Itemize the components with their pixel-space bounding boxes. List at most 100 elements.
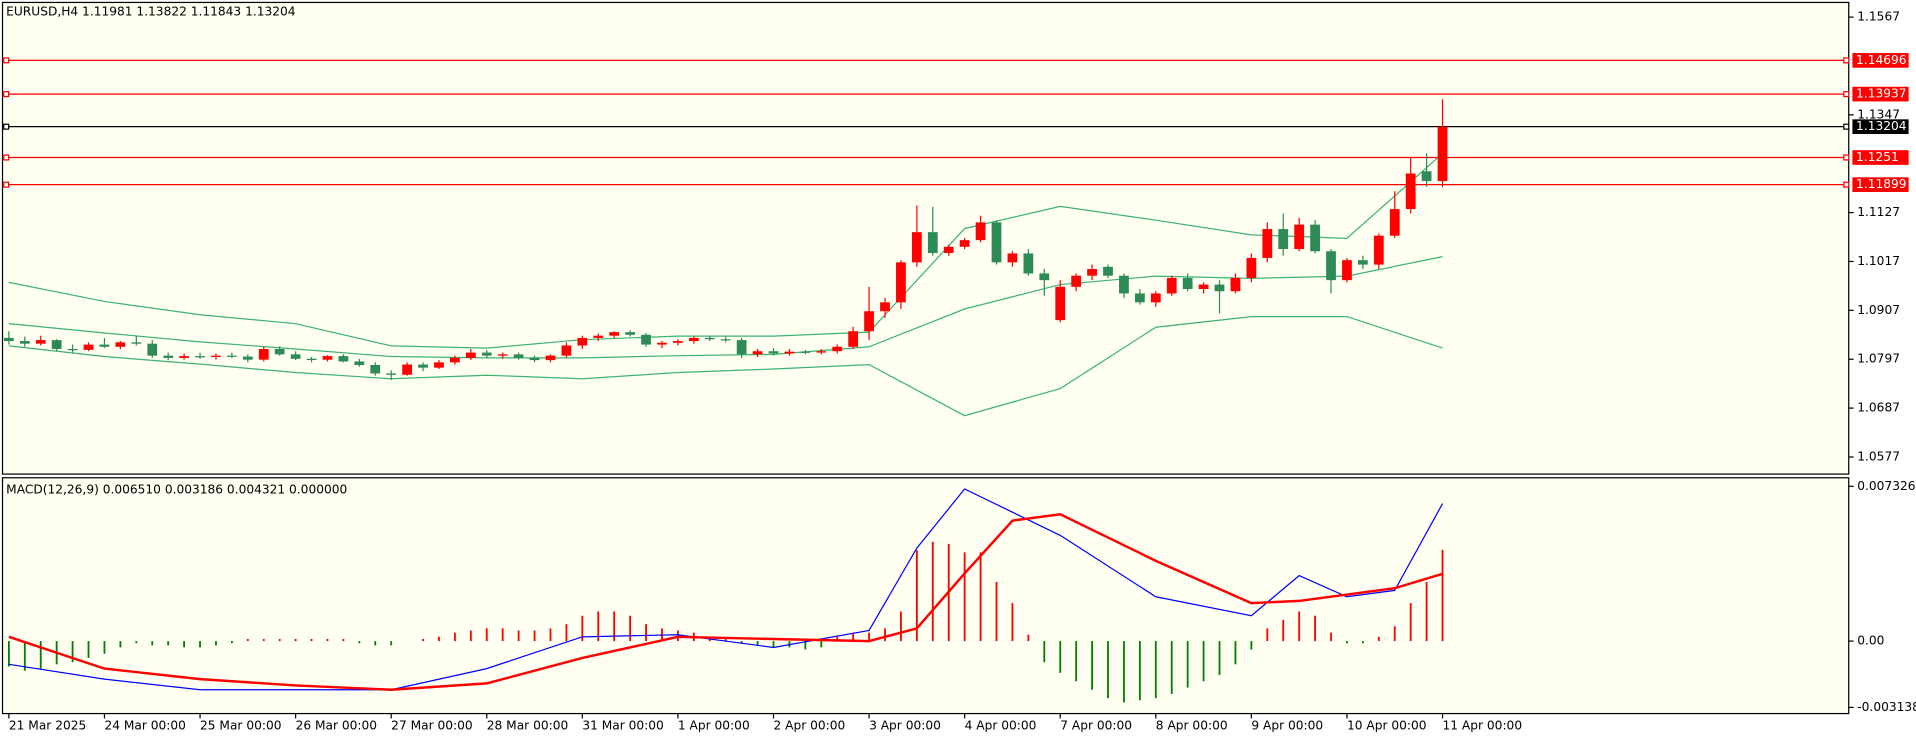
candle-body xyxy=(1421,171,1432,182)
candle-body xyxy=(800,351,811,353)
candle-body xyxy=(593,335,604,338)
candle-body xyxy=(736,340,747,355)
price-label: 1.1251 xyxy=(1856,150,1899,164)
candle-body xyxy=(545,355,556,361)
line-handle xyxy=(1843,154,1850,161)
candle-body xyxy=(3,337,14,342)
macd-panel xyxy=(1,477,1850,715)
candle-body xyxy=(1357,260,1368,265)
candle-body xyxy=(529,357,540,361)
candle-body xyxy=(641,334,651,345)
candle-body xyxy=(1039,273,1050,281)
price-label-box xyxy=(1852,86,1909,102)
candle-body xyxy=(704,337,715,340)
price-label-box xyxy=(1852,177,1909,192)
candle-body xyxy=(975,222,986,241)
y-tick-label: -0.003138 xyxy=(1857,700,1916,714)
candle-body xyxy=(673,341,683,343)
x-tick-label: 3 Apr 00:00 xyxy=(869,718,941,732)
candle-body xyxy=(465,352,476,358)
candle-body xyxy=(911,232,922,263)
macd-title: MACD(12,26,9) 0.006510 0.003186 0.004321… xyxy=(6,482,347,496)
candle-body xyxy=(688,337,699,342)
candle-body xyxy=(896,262,906,303)
y-tick-label: 1.0687 xyxy=(1857,401,1900,415)
candle-body xyxy=(67,349,78,351)
x-tick-label: 25 Mar 00:00 xyxy=(200,718,281,732)
candle-body xyxy=(51,340,62,350)
candle-body xyxy=(561,345,572,356)
candle-body xyxy=(306,358,317,361)
indicator-line xyxy=(8,153,1443,349)
candle-body xyxy=(1071,275,1082,287)
candle-body xyxy=(1437,126,1448,182)
indicator-line xyxy=(8,315,1443,417)
candle-body xyxy=(1294,224,1305,250)
y-tick-label: 1.1017 xyxy=(1857,254,1900,268)
candle-body xyxy=(418,364,428,368)
price-label: 1.11899 xyxy=(1856,177,1906,191)
y-tick-label: 0.00 xyxy=(1857,634,1884,648)
line-handle xyxy=(1843,181,1850,188)
y-tick-label: 0.007326 xyxy=(1857,479,1915,493)
candle-body xyxy=(816,351,827,353)
candle-body xyxy=(354,361,365,366)
candle-body xyxy=(274,349,285,355)
candle-body xyxy=(657,342,667,345)
x-tick-label: 1 Apr 00:00 xyxy=(678,718,750,732)
candle-body xyxy=(1342,260,1352,281)
candle-body xyxy=(1198,284,1209,290)
line-handle xyxy=(1843,123,1850,130)
x-tick-label: 21 Mar 2025 xyxy=(9,718,86,732)
x-tick-label: 8 Apr 00:00 xyxy=(1156,718,1228,732)
candle-body xyxy=(1373,235,1384,265)
candle-body xyxy=(450,357,460,363)
line-handle xyxy=(3,123,10,130)
candle-body xyxy=(1150,293,1161,303)
price-label-box xyxy=(1852,53,1909,68)
candle-body xyxy=(386,373,397,375)
y-tick-label: 1.1347 xyxy=(1857,107,1900,121)
line-handle xyxy=(3,181,10,188)
candle-body xyxy=(1023,253,1034,274)
x-tick-label: 26 Mar 00:00 xyxy=(296,718,377,732)
x-tick-label: 11 Apr 00:00 xyxy=(1443,718,1523,732)
candle-body xyxy=(322,356,333,360)
candle-body xyxy=(147,343,158,356)
candle-body xyxy=(513,354,524,358)
candle-body xyxy=(83,344,94,350)
candle-body xyxy=(242,356,253,360)
candle-body xyxy=(211,355,221,358)
y-tick-label: 1.0907 xyxy=(1857,303,1900,317)
candle-body xyxy=(768,351,779,354)
candle-body xyxy=(1182,277,1193,290)
candle-body xyxy=(1087,269,1097,276)
candle-body xyxy=(131,342,142,344)
y-tick-label: 1.1127 xyxy=(1857,205,1900,219)
price-label: 1.13937 xyxy=(1856,87,1906,101)
candle-body xyxy=(1166,277,1177,294)
candle-body xyxy=(1278,229,1289,250)
price-label-box xyxy=(1852,150,1909,165)
candle-body xyxy=(481,352,492,356)
candle-body xyxy=(1326,251,1336,281)
candle-body xyxy=(1310,224,1320,252)
x-tick-label: 2 Apr 00:00 xyxy=(773,718,845,732)
price-label-box xyxy=(1852,119,1909,135)
candle-body xyxy=(848,331,859,347)
candle-body xyxy=(1134,293,1145,303)
candle-body xyxy=(258,349,269,360)
indicator-line xyxy=(8,255,1443,359)
candle-body xyxy=(497,354,508,356)
candle-body xyxy=(290,354,301,359)
candle-body xyxy=(1103,266,1113,276)
candle-body xyxy=(1246,257,1257,278)
candle-body xyxy=(227,355,237,357)
x-tick-label: 4 Apr 00:00 xyxy=(965,718,1037,732)
line-handle xyxy=(1843,91,1850,98)
candle-body xyxy=(864,311,874,332)
candle-body xyxy=(434,362,444,368)
candle-body xyxy=(609,332,620,336)
candle-body xyxy=(195,356,205,358)
line-handle xyxy=(3,154,10,161)
